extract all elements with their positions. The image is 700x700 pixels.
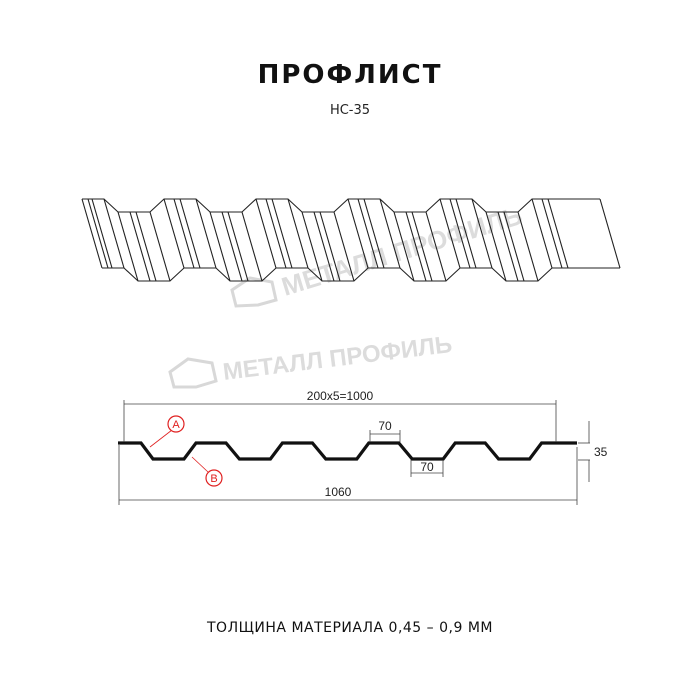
sheet-groove-line: [319, 211, 341, 282]
svg-text:B: B: [210, 473, 217, 485]
profile-section: [118, 441, 577, 461]
sheet-groove-line: [179, 198, 201, 269]
dim-pitch: 200x5=1000: [307, 389, 374, 403]
sheet-groove-line: [541, 198, 563, 269]
sheet-groove-line: [449, 198, 471, 269]
sheet-fold-line: [485, 211, 507, 282]
sheet-groove-line: [91, 198, 113, 269]
sheet-fold-line: [163, 198, 185, 269]
profile-line: [118, 441, 577, 461]
sheet-fold-line: [81, 198, 103, 269]
sheet-groove-line: [221, 211, 243, 282]
sheet-fold-line: [287, 198, 309, 269]
sheet-groove-line: [87, 198, 109, 269]
svg-text:МЕТАЛЛ ПРОФИЛЬ: МЕТАЛЛ ПРОФИЛЬ: [221, 331, 453, 386]
sheet-fold-line: [241, 211, 263, 282]
dim-height: 35: [594, 445, 608, 459]
sheet-fold-line: [103, 198, 125, 269]
sheet-groove-line: [405, 211, 427, 282]
svg-text:A: A: [172, 419, 180, 431]
sheet-fold-line: [517, 211, 539, 282]
watermark-top: МЕТАЛЛ ПРОФИЛЬ: [230, 200, 526, 308]
sheet-fold-line: [347, 198, 369, 269]
page-title: ПРОФЛИСТ: [257, 60, 443, 90]
sheet-groove-line: [227, 211, 249, 282]
dim-total-width: 1060: [325, 485, 352, 499]
sheet-groove-line: [503, 211, 525, 282]
sheet-fold-line: [149, 211, 171, 282]
sheet-fold-line: [599, 198, 621, 269]
marker-a: A: [149, 415, 185, 448]
sheet-fold-line: [531, 198, 553, 269]
sheet-groove-line: [173, 198, 195, 269]
sheet-fold-line: [117, 211, 139, 282]
marker-b: B: [191, 456, 223, 487]
sheet-groove-line: [363, 198, 385, 269]
sheet-groove-line: [265, 198, 287, 269]
sheet-groove-line: [135, 211, 157, 282]
sheet-fold-line: [471, 198, 493, 269]
material-thickness-note: ТОЛЩИНА МАТЕРИАЛА 0,45 – 0,9 ММ: [207, 620, 493, 636]
sheet-top-edge: [82, 198, 600, 213]
sheet-bottom-edge: [102, 267, 620, 282]
sheet-groove-line: [357, 198, 379, 269]
sheet-groove-line: [129, 211, 151, 282]
sheet-fold-line: [301, 211, 323, 282]
sheet-groove-line: [497, 211, 519, 282]
sheet-fold-line: [195, 198, 217, 269]
sheet-fold-line: [333, 211, 355, 282]
watermark-bottom: МЕТАЛЛ ПРОФИЛЬ: [168, 331, 454, 389]
sheet-fold-line: [393, 211, 415, 282]
dimension-lines: [118, 400, 590, 505]
sheet-fold-line: [209, 211, 231, 282]
model-subtitle: НС-35: [329, 103, 371, 118]
dim-top-width: 70: [378, 419, 392, 433]
sheet-fold-line: [255, 198, 277, 269]
sheet-perspective-view: [81, 198, 621, 282]
sheet-groove-line: [411, 211, 433, 282]
sheet-groove-line: [313, 211, 335, 282]
sheet-fold-line: [425, 211, 447, 282]
sheet-fold-line: [439, 198, 461, 269]
sheet-fold-line: [379, 198, 401, 269]
sheet-groove-line: [547, 198, 569, 269]
sheet-groove-line: [271, 198, 293, 269]
sheet-groove-line: [455, 198, 477, 269]
dim-bottom-width: 70: [420, 460, 434, 474]
